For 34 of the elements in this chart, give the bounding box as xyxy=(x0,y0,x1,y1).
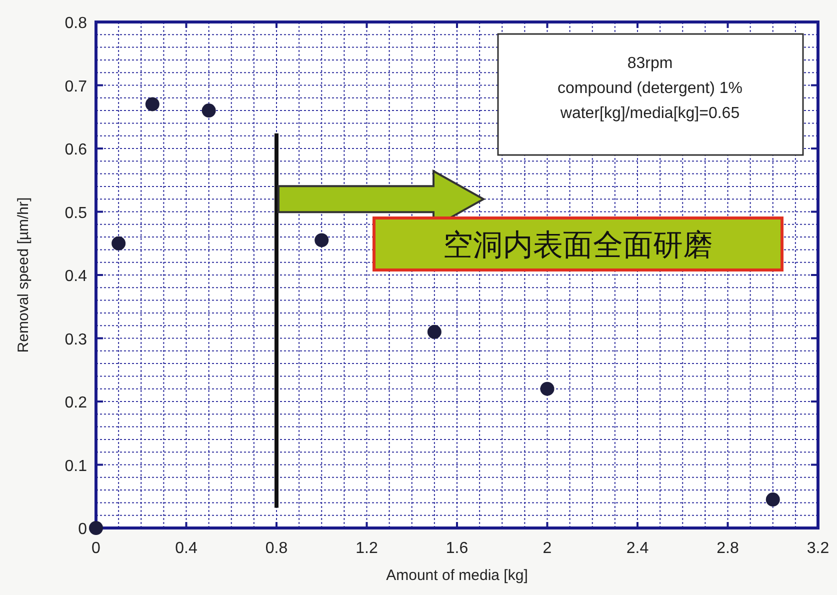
point xyxy=(766,492,780,507)
x-tick-label: 0 xyxy=(92,540,101,557)
point xyxy=(112,236,126,250)
point xyxy=(314,233,329,248)
x-tick-label: 1.2 xyxy=(356,540,378,557)
x-tick-label: 1.6 xyxy=(446,540,468,557)
y-tick-label: 0 xyxy=(78,521,88,538)
y-tick-label: 0.3 xyxy=(64,331,88,348)
annotation: 空洞内表面全面研磨 xyxy=(443,228,713,263)
point xyxy=(202,104,216,118)
note-box: 83rpm compound (detergent) 1% water[kg]/media[kg]=0.65 xyxy=(497,33,804,156)
x-axis-title: Amount of media [kg] xyxy=(386,567,528,584)
x-tick-label: 2 xyxy=(542,540,552,557)
annotation: compound (detergent) 1% xyxy=(558,80,742,97)
y-tick-label: 0.2 xyxy=(64,394,88,412)
point xyxy=(540,382,554,396)
x-tick-label: 2.4 xyxy=(626,540,649,557)
x-tick-label: 0.8 xyxy=(265,540,288,557)
y-tick-label: 0.1 xyxy=(64,458,88,475)
point xyxy=(145,97,160,112)
y-tick-label: 0.6 xyxy=(64,142,88,158)
y-tick-label: 0.5 xyxy=(64,204,88,222)
annotation: water[kg]/media[kg]=0.65 xyxy=(559,105,740,122)
x-tick-label: 0.4 xyxy=(175,540,198,557)
y-axis-title: Removal speed [µm/hr] xyxy=(15,197,32,353)
label-box: 空洞内表面全面研磨 xyxy=(372,216,784,272)
point xyxy=(89,521,103,535)
y-tick-label: 0.7 xyxy=(64,78,88,96)
y-tick-label: 0.8 xyxy=(64,15,88,32)
annotation: 83rpm xyxy=(627,55,673,72)
point xyxy=(427,324,442,339)
x-tick-label: 2.8 xyxy=(716,540,739,557)
y-tick-label: 0.4 xyxy=(64,268,88,285)
x-tick-label: 3.2 xyxy=(806,540,830,557)
